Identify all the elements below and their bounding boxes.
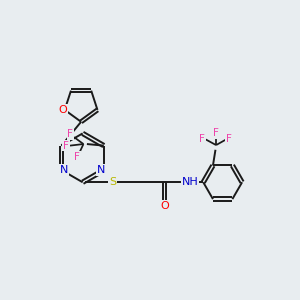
Text: O: O [160, 201, 169, 211]
Text: N: N [97, 165, 106, 175]
Text: F: F [213, 128, 219, 138]
Text: F: F [63, 141, 69, 151]
Text: S: S [109, 177, 116, 187]
Text: F: F [226, 134, 232, 144]
Text: F: F [74, 152, 80, 162]
Text: N: N [60, 165, 68, 175]
Text: NH: NH [182, 177, 198, 187]
Text: O: O [59, 105, 68, 115]
Text: F: F [68, 129, 73, 139]
Text: F: F [199, 134, 205, 144]
